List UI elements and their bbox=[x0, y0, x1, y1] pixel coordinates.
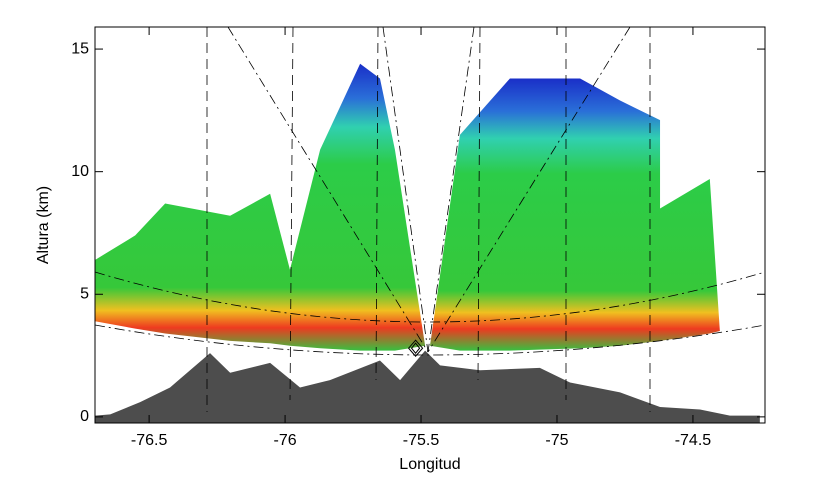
x-tick-label: -76 bbox=[274, 432, 297, 449]
y-axis-title: Altura (km) bbox=[35, 186, 52, 264]
y-tick-label: 0 bbox=[80, 408, 89, 425]
y-tick-label: 5 bbox=[80, 285, 89, 302]
radar-site bbox=[407, 339, 424, 357]
radar-echo bbox=[430, 78, 720, 351]
x-tick-label: -74.5 bbox=[675, 432, 712, 449]
x-tick-label: -76.5 bbox=[131, 432, 168, 449]
plot-frame bbox=[94, 26, 766, 424]
y-tick-label: 10 bbox=[71, 163, 89, 180]
radar-echo bbox=[95, 63, 426, 351]
x-axis-title: Longitud bbox=[399, 456, 460, 473]
y-tick-label: 15 bbox=[71, 40, 89, 57]
guides bbox=[94, 26, 766, 412]
x-tick-label: -75.5 bbox=[403, 432, 440, 449]
x-tick-label: -75 bbox=[545, 432, 568, 449]
terrain bbox=[95, 350, 760, 423]
